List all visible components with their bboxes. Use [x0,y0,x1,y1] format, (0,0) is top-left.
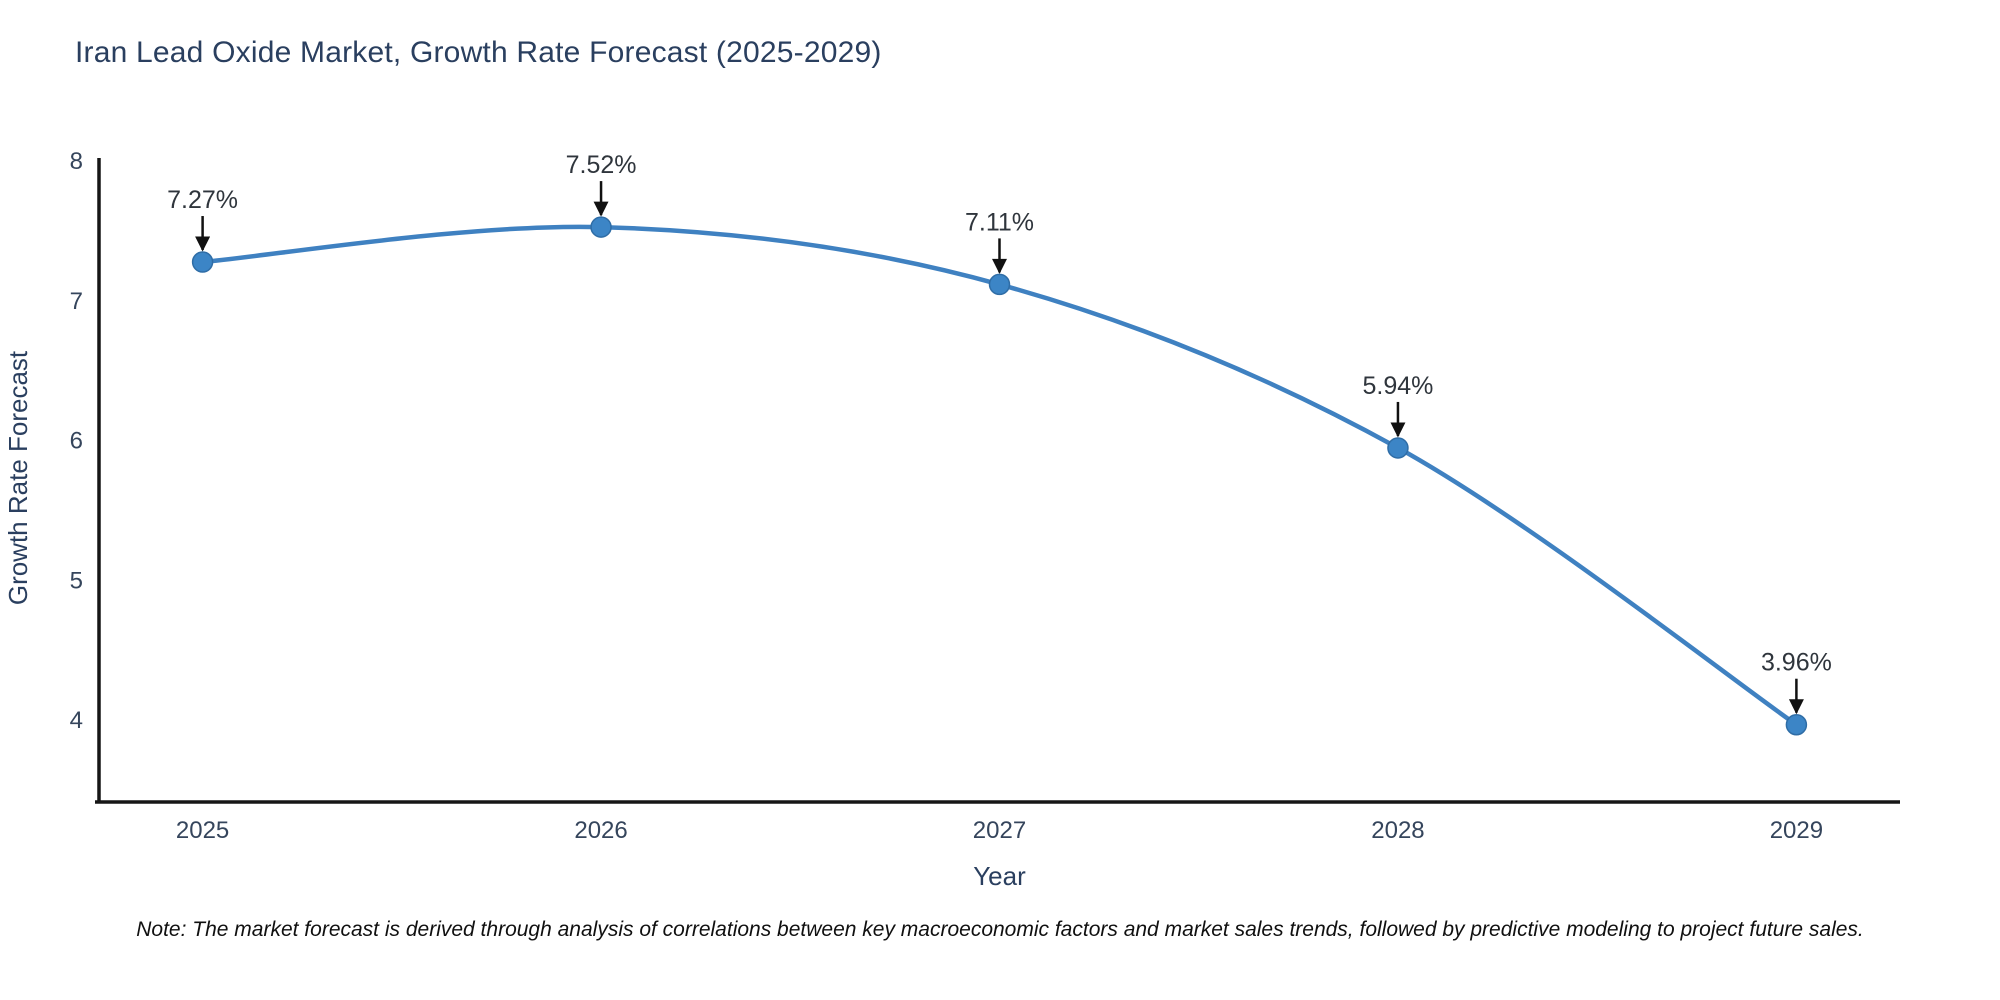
x-tick-label: 2029 [1770,817,1823,844]
y-tick-label: 6 [70,428,83,455]
y-tick-label: 4 [70,707,83,734]
data-point [1387,437,1409,459]
y-tick-label: 5 [70,567,83,594]
data-point [988,273,1011,296]
data-point [191,251,214,273]
x-tick-label: 2028 [1371,817,1424,844]
y-tick-label: 7 [70,288,83,315]
data-point [590,216,612,238]
data-point [1785,713,1808,736]
series-line [200,224,1799,727]
y-tick-label: 8 [70,148,83,175]
data-point-label: 7.27% [167,186,238,214]
x-tick-label: 2027 [973,817,1026,844]
chart-footnote: Note: The market forecast is derived thr… [136,918,1864,941]
x-axis-title: Year [973,861,1026,891]
chart-title: Iran Lead Oxide Market, Growth Rate Fore… [75,36,882,69]
data-point-label: 7.11% [965,208,1034,236]
data-point-label: 5.94% [1363,372,1434,400]
x-tick-label: 2026 [574,817,627,844]
data-point-label: 7.52% [566,151,637,179]
x-tick-label: 2025 [176,817,229,844]
data-point-label: 3.96% [1761,649,1832,677]
y-axis-title: Growth Rate Forecast [3,350,33,605]
